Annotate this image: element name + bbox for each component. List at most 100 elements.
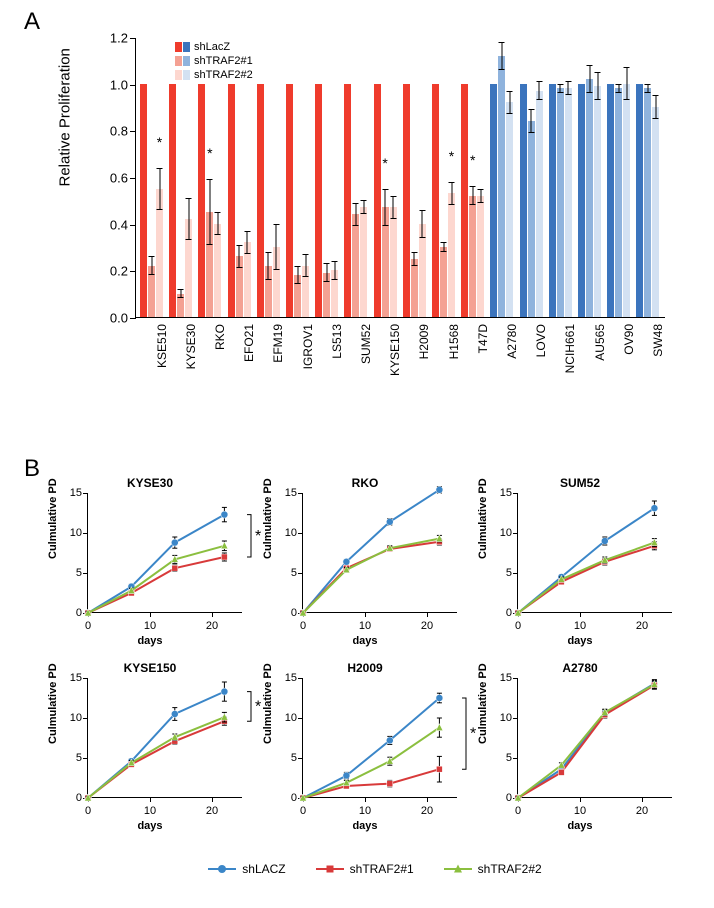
subplot-title: KYSE30	[55, 476, 245, 490]
significance-star: *	[470, 726, 476, 743]
bar	[331, 270, 338, 317]
marker	[436, 486, 443, 493]
bar	[432, 84, 439, 317]
bar	[477, 196, 484, 317]
xtick-label: 0	[515, 805, 521, 817]
legend-swatch	[183, 70, 190, 80]
xtick-label: EFM19	[271, 324, 285, 363]
ytick-label: 5	[492, 567, 512, 579]
xtick-label: 10	[144, 620, 156, 632]
legend-swatch	[175, 56, 182, 66]
xtick-label: 0	[85, 805, 91, 817]
subplot-title: SUM52	[485, 476, 675, 490]
y-axis-label: Relative Proliferation	[57, 48, 74, 186]
ytick-label: 0	[492, 792, 512, 804]
bar	[323, 273, 330, 317]
xtick-label: 0	[300, 805, 306, 817]
bar	[440, 247, 447, 317]
xtick-label: 10	[359, 620, 371, 632]
bar	[448, 193, 455, 317]
bar	[411, 259, 418, 317]
y-axis-label: Culmulative PD	[262, 478, 274, 559]
bar	[419, 224, 426, 317]
bar	[520, 84, 527, 317]
xtick-label: AU565	[593, 324, 607, 361]
bar	[265, 266, 272, 317]
marker	[651, 505, 658, 512]
series-line	[303, 769, 439, 798]
xtick-label: LS513	[330, 324, 344, 359]
subplot-title: KYSE150	[55, 661, 245, 675]
subplot-title: H2009	[270, 661, 460, 675]
axes: 05101501020*	[302, 678, 457, 798]
marker	[343, 558, 350, 565]
ytick-label: 5	[492, 752, 512, 764]
marker	[387, 781, 393, 787]
bar	[156, 189, 163, 317]
legend-swatch	[175, 70, 182, 80]
bar	[228, 84, 235, 317]
ytick-label: 0	[277, 607, 297, 619]
bar	[360, 207, 367, 317]
xtick-label: 20	[206, 805, 218, 817]
ytick-label: 0.6	[98, 171, 128, 186]
bar	[257, 84, 264, 317]
legend-swatch	[444, 868, 472, 870]
marker	[601, 538, 608, 545]
ytick-label: 0.8	[98, 124, 128, 139]
y-axis-label: Culmulative PD	[477, 478, 489, 559]
marker	[343, 772, 350, 779]
bar	[498, 56, 505, 317]
panel-b-label: B	[24, 455, 40, 483]
bar	[214, 224, 221, 317]
xtick-label: NCIH661	[563, 324, 577, 373]
marker	[386, 737, 393, 744]
axes: 05101501020	[302, 493, 457, 613]
series-line	[518, 685, 654, 798]
x-axis-label: days	[485, 635, 675, 647]
series-line	[88, 515, 224, 613]
bar	[586, 79, 593, 317]
ytick-label: 15	[277, 672, 297, 684]
axes: 05101501020	[517, 493, 672, 613]
ytick-label: 15	[62, 487, 82, 499]
bar	[607, 84, 614, 317]
bar	[344, 84, 351, 317]
ytick-label: 10	[277, 527, 297, 539]
x-axis-label: days	[55, 635, 245, 647]
x-axis-label: days	[270, 820, 460, 832]
xtick-label: 10	[574, 620, 586, 632]
panel-a: Relative Proliferation 0.00.20.40.60.81.…	[95, 38, 675, 438]
ytick-label: 15	[277, 487, 297, 499]
subplot: KYSE3005101501020*Culmulative PDdays	[55, 478, 245, 646]
bar	[506, 102, 513, 317]
subplot: A278005101501020Culmulative PDdays	[485, 663, 675, 831]
bar	[273, 247, 280, 317]
ytick-label: 5	[62, 752, 82, 764]
xtick-label: KYSE150	[388, 324, 402, 376]
legend-item: shTRAF2#2	[444, 862, 542, 876]
y-axis-label: Culmulative PD	[47, 663, 59, 744]
legend-swatch	[183, 42, 190, 52]
xtick-label: 20	[421, 805, 433, 817]
legend-label: shTRAF2#1	[350, 862, 414, 876]
xtick-label: A2780	[505, 324, 519, 359]
bar	[169, 84, 176, 317]
significance-star: *	[255, 528, 261, 545]
legend-row: shTRAF2#1	[175, 54, 253, 68]
x-axis-label: days	[485, 820, 675, 832]
significance-star: *	[449, 148, 454, 164]
legend-swatch	[175, 42, 182, 52]
bar	[594, 86, 601, 317]
line-chart	[303, 493, 458, 613]
subplot: RKO05101501020Culmulative PDdays	[270, 478, 460, 646]
marker	[386, 518, 393, 525]
bar	[352, 214, 359, 317]
bar	[536, 91, 543, 317]
legend-a: shLacZshTRAF2#1shTRAF2#2	[175, 40, 253, 82]
ytick-label: 5	[277, 567, 297, 579]
subplot: SUM5205101501020Culmulative PDdays	[485, 478, 675, 646]
significance-star: *	[207, 145, 212, 161]
ytick-label: 10	[62, 712, 82, 724]
xtick-label: 20	[636, 805, 648, 817]
